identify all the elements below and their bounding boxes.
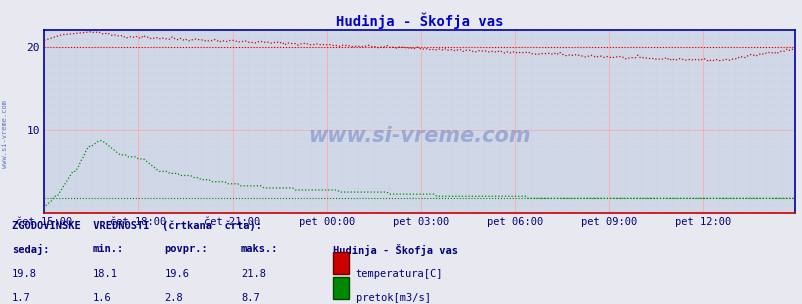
Bar: [333, 277, 349, 299]
Text: 19.8: 19.8: [12, 269, 37, 279]
Text: temperatura[C]: temperatura[C]: [355, 269, 443, 279]
Text: povpr.:: povpr.:: [164, 244, 208, 254]
Text: 1.6: 1.6: [92, 293, 111, 303]
Text: 18.1: 18.1: [92, 269, 117, 279]
Text: pretok[m3/s]: pretok[m3/s]: [355, 293, 430, 303]
Text: Hudinja - Škofja vas: Hudinja - Škofja vas: [333, 244, 458, 256]
Text: 1.7: 1.7: [12, 293, 30, 303]
Text: 19.6: 19.6: [164, 269, 189, 279]
Text: www.si-vreme.com: www.si-vreme.com: [2, 100, 8, 168]
Text: min.:: min.:: [92, 244, 124, 254]
Text: ZGODOVINSKE  VREDNOSTI  (črtkana  črta):: ZGODOVINSKE VREDNOSTI (črtkana črta):: [12, 220, 261, 231]
Bar: [333, 252, 349, 274]
Text: 8.7: 8.7: [241, 293, 259, 303]
Text: www.si-vreme.com: www.si-vreme.com: [308, 126, 530, 146]
Text: maks.:: maks.:: [241, 244, 278, 254]
Text: 21.8: 21.8: [241, 269, 265, 279]
Text: sedaj:: sedaj:: [12, 244, 50, 255]
Title: Hudinja - Škofja vas: Hudinja - Škofja vas: [335, 13, 503, 29]
Text: 2.8: 2.8: [164, 293, 183, 303]
